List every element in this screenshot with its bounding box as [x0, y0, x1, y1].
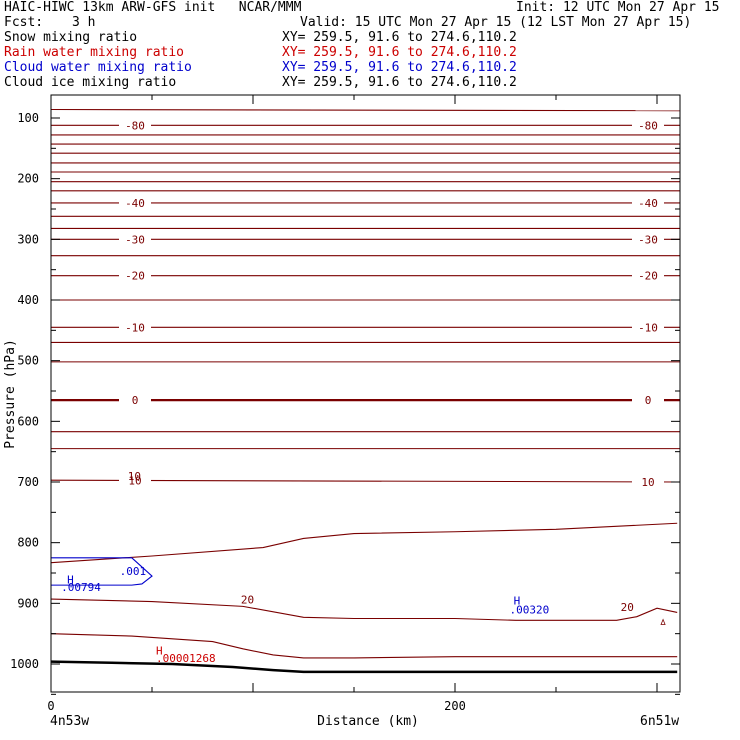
header-valid: Valid: 15 UTC Mon 27 Apr 15 (12 LST Mon … [300, 15, 692, 30]
field-xy-cloud-ice: XY= 259.5, 91.6 to 274.6,110.2 [282, 75, 517, 90]
isotherm-label-right: 0 [645, 394, 652, 407]
label-mask [632, 119, 664, 132]
label-mask [632, 196, 664, 209]
label-mask [632, 233, 664, 246]
y-axis-label: Pressure (hPa) [3, 339, 18, 449]
field-xy-rain: XY= 259.5, 91.6 to 274.6,110.2 [282, 45, 517, 60]
isotherm-label-right: -80 [638, 119, 658, 132]
contour-annotation: 20 [621, 601, 634, 614]
endpoint-left: 4n53w [50, 714, 89, 729]
y-tick-label: 900 [17, 596, 39, 610]
label-mask [119, 474, 151, 487]
isotherm-curve [50, 598, 678, 621]
contour-annotation: 20 [241, 593, 254, 606]
terrain-line [50, 660, 678, 674]
isotherm-label-left: 10 [128, 474, 141, 487]
label-mask [632, 475, 664, 488]
isotherm-label-left: -80 [125, 119, 145, 132]
label-mask [119, 119, 151, 132]
contour-annotation: .00001268 [156, 652, 216, 665]
label-mask [632, 269, 664, 282]
x-tick-label: 200 [444, 699, 466, 713]
cloud-water-contour [51, 557, 153, 586]
field-xy-snow: XY= 259.5, 91.6 to 274.6,110.2 [282, 30, 517, 45]
isotherm-label-left: -40 [125, 197, 145, 210]
label-mask [632, 321, 664, 334]
plot-lines: -80 -80-40 -40-30 -30-20 -20-10 -100 010 10H.00… [50, 108, 681, 674]
y-tick-label: 200 [17, 172, 39, 186]
x-tick-label: 0 [47, 699, 54, 713]
label-mask [119, 196, 151, 209]
contour-annotation: H [67, 573, 74, 586]
y-tick-label: 300 [17, 232, 39, 246]
endpoint-right: 6n51w [640, 714, 679, 729]
y-tick-label: 700 [17, 475, 39, 489]
field-xy-cloud-water: XY= 259.5, 91.6 to 274.6,110.2 [282, 60, 517, 75]
contour-annotation: .001 [120, 565, 146, 578]
contour-annotation: H [514, 595, 521, 608]
isotherm-curve [50, 522, 678, 564]
isotherm-label-right: -20 [638, 270, 658, 283]
y-tick-label: 800 [17, 536, 39, 550]
y-tick-label: 500 [17, 354, 39, 368]
isotherm-label-right: -40 [638, 197, 658, 210]
isotherm-line [50, 108, 681, 112]
contour-annotation: H [156, 644, 163, 657]
y-tick-label: 400 [17, 293, 39, 307]
x-axis-label: Distance (km) [317, 714, 419, 729]
isotherm-label-left: -20 [125, 270, 145, 283]
contour-annotation: .00794 [61, 581, 101, 594]
isotherm-label-left: -30 [125, 233, 145, 246]
triangle-marker [660, 618, 666, 625]
y-tick-label: 100 [17, 111, 39, 125]
label-mask [632, 394, 664, 407]
contour-annotation: 10 [128, 470, 141, 483]
y-tick-label: 600 [17, 414, 39, 428]
plot-frame [50, 94, 681, 693]
field-name-snow: Snow mixing ratio [4, 30, 138, 45]
isotherm-label-left: -10 [125, 321, 145, 334]
label-mask [119, 394, 151, 407]
label-mask [119, 321, 151, 334]
contour-annotation: .00320 [510, 604, 550, 617]
field-name-cloud-water: Cloud water mixing ratio [4, 60, 192, 75]
isotherm-label-right: -10 [638, 321, 658, 334]
y-tick-label: 1000 [10, 657, 39, 671]
isotherm-label-left: 0 [132, 394, 139, 407]
isotherm-label-right: 10 [641, 476, 654, 489]
isotherm-curve [50, 633, 678, 659]
header-init: Init: 12 UTC Mon 27 Apr 15 [516, 0, 720, 15]
header-fcst-value: 3 h [72, 15, 96, 30]
label-mask [119, 233, 151, 246]
isotherm-label-right: -30 [638, 233, 658, 246]
isotherm-line [50, 479, 681, 483]
label-mask [119, 269, 151, 282]
field-name-rain: Rain water mixing ratio [4, 45, 185, 60]
header-title-left: HAIC-HIWC 13km ARW-GFS init NCAR/MMM [4, 0, 302, 15]
field-name-cloud-ice: Cloud ice mixing ratio [4, 75, 177, 90]
header-fcst-label: Fcst: [4, 15, 44, 30]
